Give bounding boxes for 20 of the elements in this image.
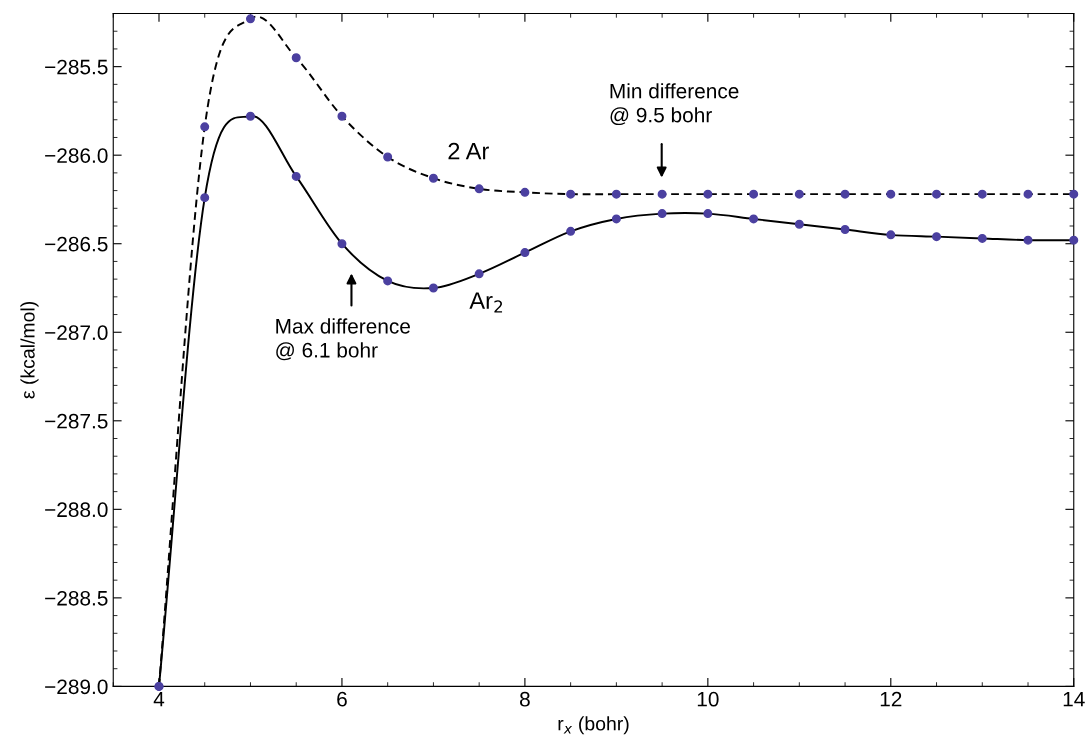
x-tick-label: 6 [337, 691, 347, 707]
y-tick-label: −287.0 [45, 325, 108, 341]
x-tick-label: 14 [1063, 692, 1085, 707]
y-axis-title: ε (kcal/mol) [20, 302, 39, 399]
y-tick-label: −286.0 [45, 148, 108, 163]
x-tick-label: 10 [697, 691, 719, 707]
y-tick-label: −287.5 [45, 413, 108, 429]
y-tick-label: −288.5 [45, 590, 108, 606]
y-tick-label: −289.0 [45, 679, 108, 695]
series-label: Ar$_{2}$ [469, 292, 503, 313]
y-tick-label: −288.0 [45, 502, 108, 518]
series-label: 2 Ar [448, 142, 489, 160]
annotation: Min difference @ 9.5 bohr [610, 83, 739, 126]
y-tick-label: −286.5 [45, 236, 108, 252]
x-tick-label: 12 [880, 691, 902, 707]
y-tick-label: −285.5 [45, 59, 108, 75]
x-tick-label: 4 [153, 692, 165, 707]
x-axis-title: r$_{x}$ (bohr) [558, 716, 629, 735]
x-tick-label: 8 [520, 691, 530, 707]
annotation: Max difference @ 6.1 bohr [276, 318, 410, 361]
